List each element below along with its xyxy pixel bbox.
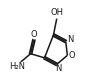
Text: H₂N: H₂N [10,62,26,71]
Text: N: N [55,64,62,73]
Text: O: O [31,30,37,39]
Text: OH: OH [50,8,63,17]
Text: N: N [67,35,73,44]
Text: O: O [69,51,75,60]
